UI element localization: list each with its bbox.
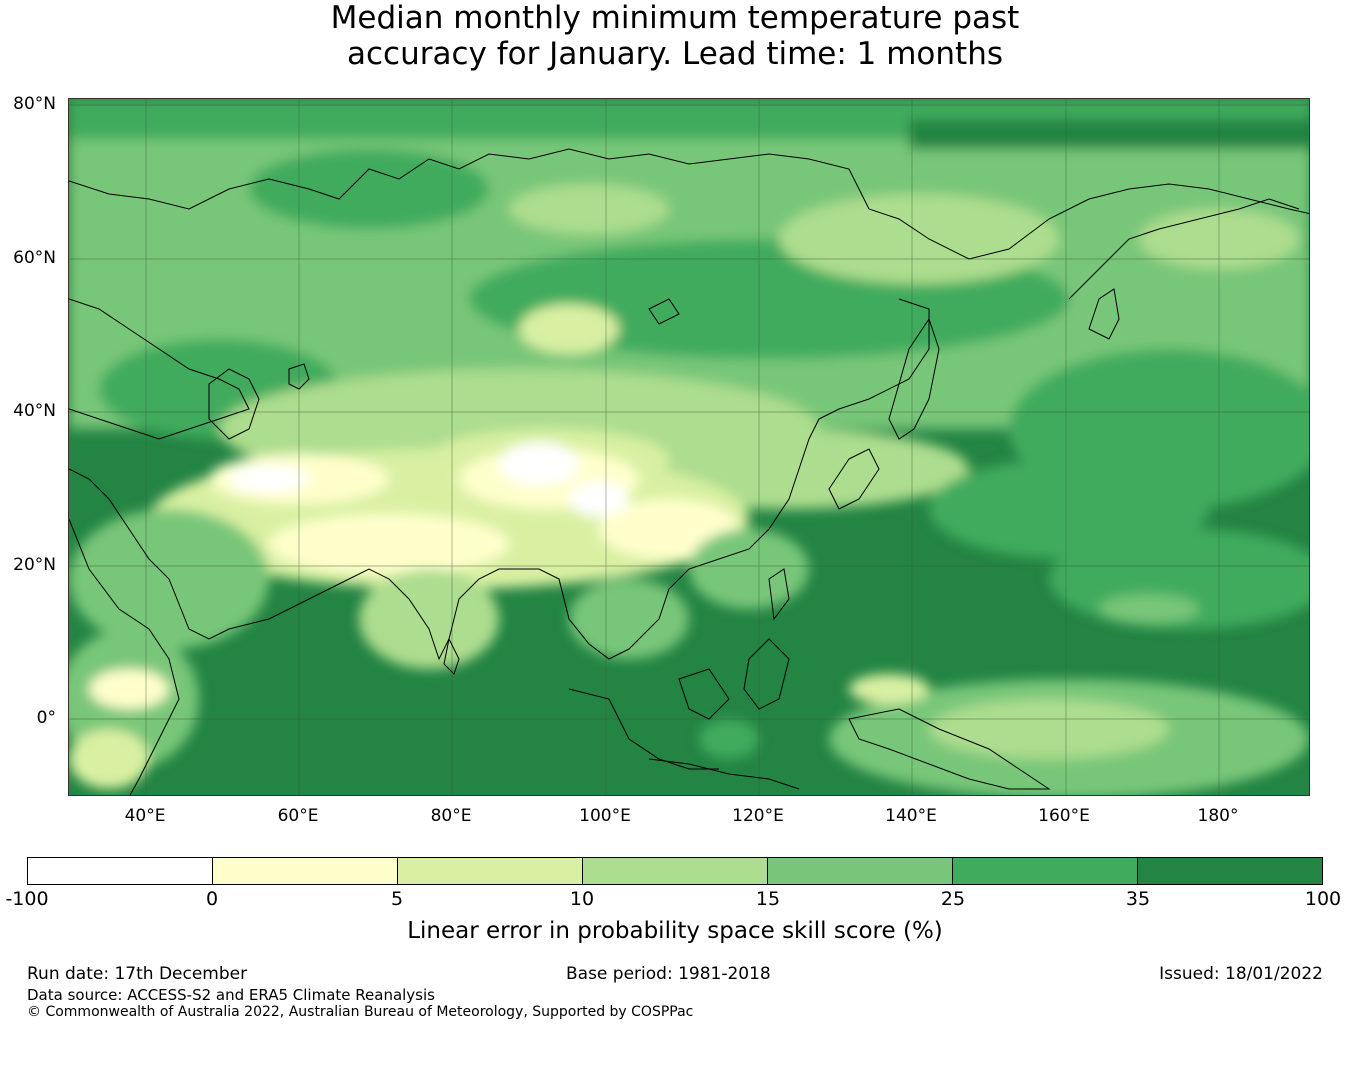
colorbar-tick: 25 <box>940 888 966 910</box>
map-canvas <box>69 99 1309 795</box>
run-date: Run date: 17th December <box>27 964 248 984</box>
lat-label-40n: 40°N <box>13 401 56 421</box>
data-source: Data source: ACCESS-S2 and ERA5 Climate … <box>27 986 435 1004</box>
colorbar-segment <box>213 858 398 884</box>
colorbar-segment <box>398 858 583 884</box>
lat-label-0: 0° <box>36 708 56 728</box>
colorbar-tick: 10 <box>569 888 595 910</box>
colorbar-segment <box>28 858 213 884</box>
skill-field <box>69 99 1309 795</box>
lon-label-100e: 100°E <box>579 806 631 826</box>
skill-score-map <box>68 98 1310 796</box>
colorbar-tick: 35 <box>1125 888 1151 910</box>
lon-label-60e: 60°E <box>277 806 319 826</box>
lon-label-80e: 80°E <box>430 806 472 826</box>
colorbar-segment <box>953 858 1138 884</box>
issued-date: Issued: 18/01/2022 <box>1159 964 1323 984</box>
colorbar-segment <box>583 858 768 884</box>
lon-label-140e: 140°E <box>885 806 937 826</box>
lon-label-40e: 40°E <box>124 806 166 826</box>
lon-label-120e: 120°E <box>732 806 784 826</box>
colorbar-label: Linear error in probability space skill … <box>407 918 943 944</box>
colorbar-segment <box>768 858 953 884</box>
coastlines <box>69 148 1309 795</box>
colorbar-tick: 100 <box>1304 888 1342 910</box>
graticule <box>69 99 1309 795</box>
colorbar-tick: 5 <box>390 888 404 910</box>
colorbar-tick: 15 <box>755 888 781 910</box>
colorbar-tick: -100 <box>5 888 49 910</box>
chart-title: Median monthly minimum temperature past … <box>0 0 1350 72</box>
title-line-2: accuracy for January. Lead time: 1 month… <box>346 36 1003 72</box>
colorbar-tick: 0 <box>205 888 219 910</box>
lat-label-60n: 60°N <box>13 248 56 268</box>
colorbar-segment <box>1138 858 1322 884</box>
lat-label-20n: 20°N <box>13 555 56 575</box>
lon-label-180: 180° <box>1197 806 1239 826</box>
copyright: © Commonwealth of Australia 2022, Austra… <box>27 1004 694 1020</box>
base-period: Base period: 1981-2018 <box>566 964 771 984</box>
title-line-1: Median monthly minimum temperature past <box>330 0 1020 36</box>
colorbar <box>27 857 1323 885</box>
lat-label-80n: 80°N <box>13 94 56 114</box>
lon-label-160e: 160°E <box>1038 806 1090 826</box>
